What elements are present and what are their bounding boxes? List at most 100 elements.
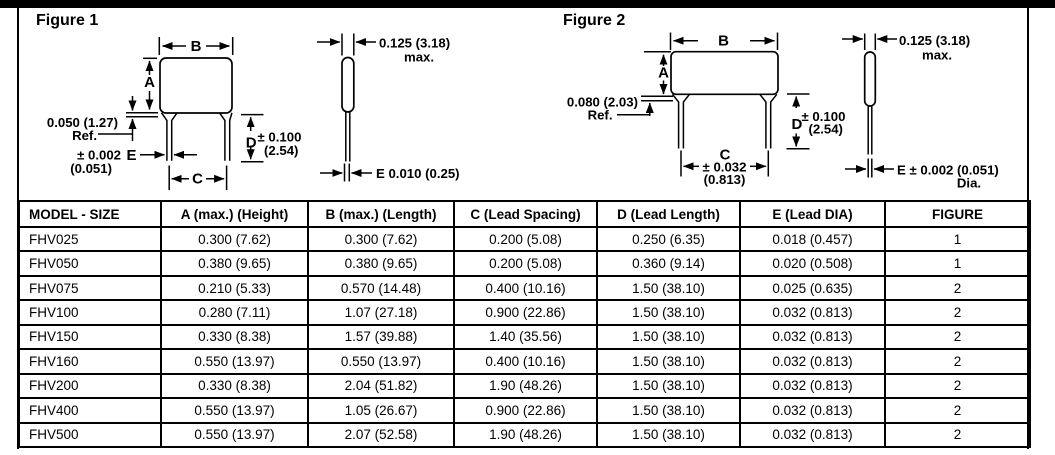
- figure2-component-body: [670, 50, 779, 96]
- figure1-right-lead: [218, 112, 233, 161]
- b-cell: 1.05 (26.67): [307, 397, 455, 424]
- c-cell: 1.40 (35.56): [453, 323, 598, 351]
- col-header-d: D (Lead Length): [596, 200, 741, 228]
- figure1-dim-A: A: [143, 57, 157, 110]
- figure2-side-width-value: 0.125 (3.18): [899, 33, 970, 48]
- c-cell: 0.200 (5.08): [453, 250, 598, 277]
- col-header-b: B (max.) (Length): [307, 200, 455, 228]
- figure2-side-view: 0.125 (3.18) max. E ± 0.002 (0.051) Dia.: [842, 33, 999, 191]
- c-cell: 0.900 (22.86): [453, 397, 598, 424]
- figure-cell: 2: [884, 421, 1031, 448]
- figure2-dim-B-label: B: [718, 33, 729, 50]
- figure2-side-lead-dia-value: E ± 0.002 (0.051): [897, 163, 999, 178]
- model-cell: FHV400: [18, 397, 162, 424]
- figure1: Figure 1 B A: [36, 12, 460, 190]
- figure1-side-width-dim: 0.125 (3.18) max.: [317, 33, 450, 65]
- col-header-e: E (Lead DIA): [739, 200, 886, 228]
- figure2-dim-D: D ± 0.100 (2.54): [786, 93, 846, 150]
- model-cell: FHV200: [18, 372, 162, 400]
- d-cell: 1.50 (38.10): [596, 299, 741, 326]
- d-cell: 1.50 (38.10): [596, 323, 741, 351]
- figure2-ref-dim: 0.080 (2.03) Ref.: [567, 95, 673, 123]
- e-cell: 0.032 (0.813): [739, 397, 886, 424]
- figure1-e-tolerance: ± 0.002: [77, 148, 121, 163]
- model-cell: FHV160: [18, 348, 162, 375]
- model-cell: FHV025: [18, 225, 162, 253]
- figure2-dim-D-label: D: [792, 116, 803, 133]
- table-row: FHV100 0.280 (7.11) 1.07 (27.18) 0.900 (…: [18, 299, 1031, 326]
- figure2-right-lead: [759, 93, 778, 149]
- b-cell: 2.04 (51.82): [307, 372, 455, 400]
- figure1-title: Figure 1: [36, 12, 98, 29]
- figure2-dim-B: B: [669, 32, 779, 50]
- figure-cell: 2: [884, 274, 1031, 302]
- table-row: FHV200 0.330 (8.38) 2.04 (51.82) 1.90 (4…: [18, 372, 1031, 400]
- b-cell: 1.07 (27.18): [307, 299, 455, 326]
- a-cell: 0.550 (13.97): [160, 397, 309, 424]
- figure-cell: 1: [884, 250, 1031, 277]
- figure2-dim-A-label: A: [658, 65, 669, 82]
- c-cell: 1.90 (48.26): [453, 372, 598, 400]
- e-cell: 0.032 (0.813): [739, 348, 886, 375]
- figure2-dim-A: A: [644, 50, 671, 95]
- model-cell: FHV050: [18, 250, 162, 277]
- a-cell: 0.550 (13.97): [160, 421, 309, 448]
- model-cell: FHV150: [18, 323, 162, 351]
- model-cell: FHV100: [18, 299, 162, 326]
- top-rule: [0, 0, 1055, 8]
- e-cell: 0.032 (0.813): [739, 421, 886, 448]
- figure2-side-lead-dia-dim: E ± 0.002 (0.051) Dia.: [845, 158, 999, 191]
- figure2-title: Figure 2: [563, 12, 625, 29]
- a-cell: 0.550 (13.97): [160, 348, 309, 375]
- c-cell: 0.900 (22.86): [453, 299, 598, 326]
- figure2-ref-label: Ref.: [588, 108, 613, 123]
- figure1-dim-E: ± 0.002 E (0.051): [70, 147, 197, 176]
- figure-diagrams: Figure 1 B A: [36, 12, 999, 191]
- figure1-side-lead-dia-dim: E 0.010 (0.25): [320, 163, 460, 182]
- model-cell: FHV075: [18, 274, 162, 302]
- figure-cell: 2: [884, 348, 1031, 375]
- figure1-dim-B-label: B: [191, 38, 202, 55]
- figure1-component-body: [159, 57, 233, 114]
- b-cell: 1.57 (39.88): [307, 323, 455, 351]
- figure2-ref-value: 0.080 (2.03): [567, 95, 638, 110]
- a-cell: 0.280 (7.11): [160, 299, 309, 326]
- c-cell: 1.90 (48.26): [453, 421, 598, 448]
- figure2-c-tolerance-mm: (0.813): [704, 172, 746, 187]
- a-cell: 0.330 (8.38): [160, 372, 309, 400]
- figure1-dim-D: D ± 0.100 (2.54): [241, 113, 302, 163]
- d-cell: 1.50 (38.10): [596, 397, 741, 424]
- e-cell: 0.032 (0.813): [739, 323, 886, 351]
- e-cell: 0.018 (0.457): [739, 225, 886, 253]
- figure-cell: 2: [884, 323, 1031, 351]
- table-row: FHV160 0.550 (13.97) 0.550 (13.97) 0.400…: [18, 348, 1031, 375]
- figure2-left-lead: [671, 93, 691, 149]
- model-cell: FHV500: [18, 421, 162, 448]
- figure2-side-width-dim: 0.125 (3.18) max.: [842, 33, 970, 63]
- figure-cell: 2: [884, 397, 1031, 424]
- figure2-side-body: [863, 51, 877, 107]
- figure-cell: 2: [884, 299, 1031, 326]
- col-header-a: A (max.) (Height): [160, 200, 309, 228]
- figure2-c-tolerance: ± 0.032: [703, 160, 747, 175]
- figure1-d-tolerance-mm: (2.54): [264, 143, 298, 158]
- figure1-e-tolerance-mm: (0.051): [70, 161, 112, 176]
- figure1-d-tolerance: ± 0.100: [258, 130, 302, 145]
- figure1-dim-D-label: D: [246, 135, 257, 152]
- col-header-figure: FIGURE: [884, 200, 1031, 228]
- figure2-d-tolerance-mm: (2.54): [809, 122, 843, 137]
- figure1-side-lead-dia-value: E 0.010 (0.25): [376, 166, 460, 181]
- figure2-d-tolerance: ± 0.100: [802, 109, 846, 124]
- figure2-side-width-max: max.: [922, 48, 952, 63]
- figure2-dim-C: C ± 0.032 (0.813): [680, 147, 770, 187]
- col-header-c: C (Lead Spacing): [453, 200, 598, 228]
- figure2-side-dia-label: Dia.: [957, 176, 981, 191]
- b-cell: 0.550 (13.97): [307, 348, 455, 375]
- figure-cell: 2: [884, 372, 1031, 400]
- table-row: FHV050 0.380 (9.65) 0.380 (9.65) 0.200 (…: [18, 250, 1031, 277]
- d-cell: 1.50 (38.10): [596, 348, 741, 375]
- a-cell: 0.380 (9.65): [160, 250, 309, 277]
- figure1-ref-value: 0.050 (1.27): [47, 115, 118, 130]
- c-cell: 0.400 (10.16): [453, 348, 598, 375]
